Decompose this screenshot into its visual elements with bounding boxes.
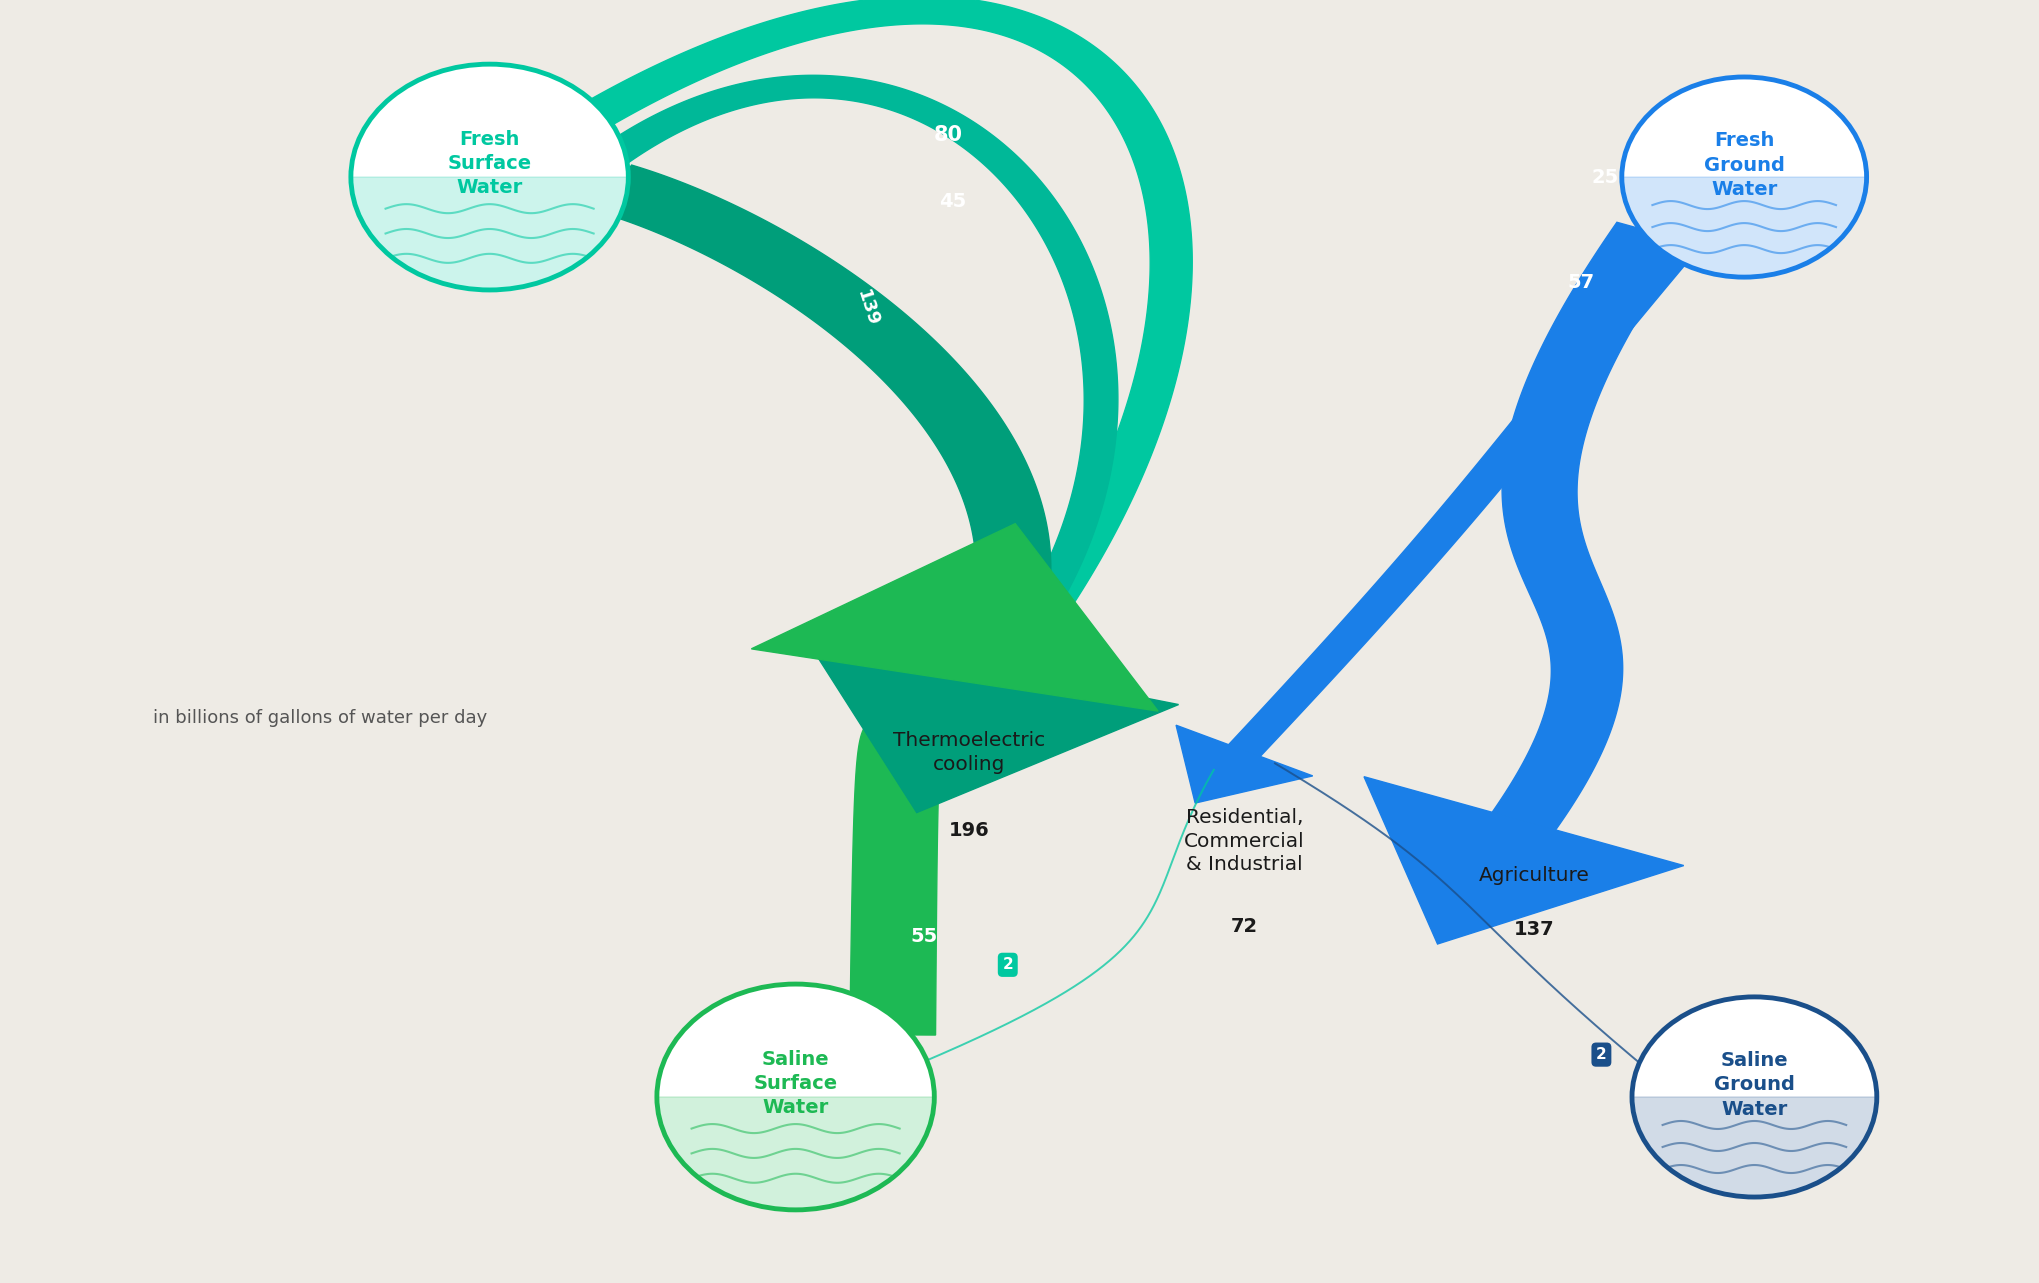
Ellipse shape [1631, 997, 1876, 1197]
Text: Residential,
Commercial
& Industrial: Residential, Commercial & Industrial [1183, 808, 1305, 874]
Ellipse shape [657, 984, 934, 1210]
Text: Saline
Ground
Water: Saline Ground Water [1713, 1051, 1794, 1119]
Text: 72: 72 [1230, 917, 1258, 937]
Text: Fresh
Ground
Water: Fresh Ground Water [1703, 131, 1784, 199]
Polygon shape [1227, 241, 1694, 757]
Polygon shape [657, 1097, 934, 1210]
Text: 139: 139 [852, 287, 881, 328]
Polygon shape [1621, 177, 1866, 277]
Text: 2: 2 [1594, 1047, 1607, 1062]
Polygon shape [571, 0, 1191, 640]
Text: 196: 196 [948, 821, 989, 840]
Text: 57: 57 [1566, 273, 1594, 291]
Polygon shape [1631, 1097, 1876, 1197]
Text: in billions of gallons of water per day: in billions of gallons of water per day [153, 709, 487, 727]
Ellipse shape [351, 64, 628, 290]
Ellipse shape [1621, 77, 1866, 277]
Text: Fresh
Surface
Water: Fresh Surface Water [447, 130, 532, 198]
Text: 80: 80 [934, 124, 962, 145]
Polygon shape [1177, 725, 1311, 803]
Polygon shape [593, 76, 1117, 658]
Text: Agriculture: Agriculture [1478, 866, 1588, 885]
Polygon shape [1491, 222, 1686, 830]
Polygon shape [597, 166, 1050, 674]
Polygon shape [750, 523, 1158, 711]
Polygon shape [799, 630, 1179, 812]
Polygon shape [1364, 776, 1682, 944]
Polygon shape [351, 177, 628, 290]
Polygon shape [850, 675, 991, 1035]
Text: 25: 25 [1590, 168, 1619, 186]
Polygon shape [950, 613, 1109, 697]
Text: Thermoelectric
cooling: Thermoelectric cooling [893, 731, 1044, 774]
Polygon shape [950, 636, 1068, 699]
Text: Saline
Surface
Water: Saline Surface Water [752, 1049, 838, 1117]
Text: 45: 45 [938, 192, 966, 210]
Text: 137: 137 [1513, 920, 1554, 939]
Text: 55: 55 [909, 928, 938, 946]
Text: 2: 2 [1001, 957, 1013, 973]
